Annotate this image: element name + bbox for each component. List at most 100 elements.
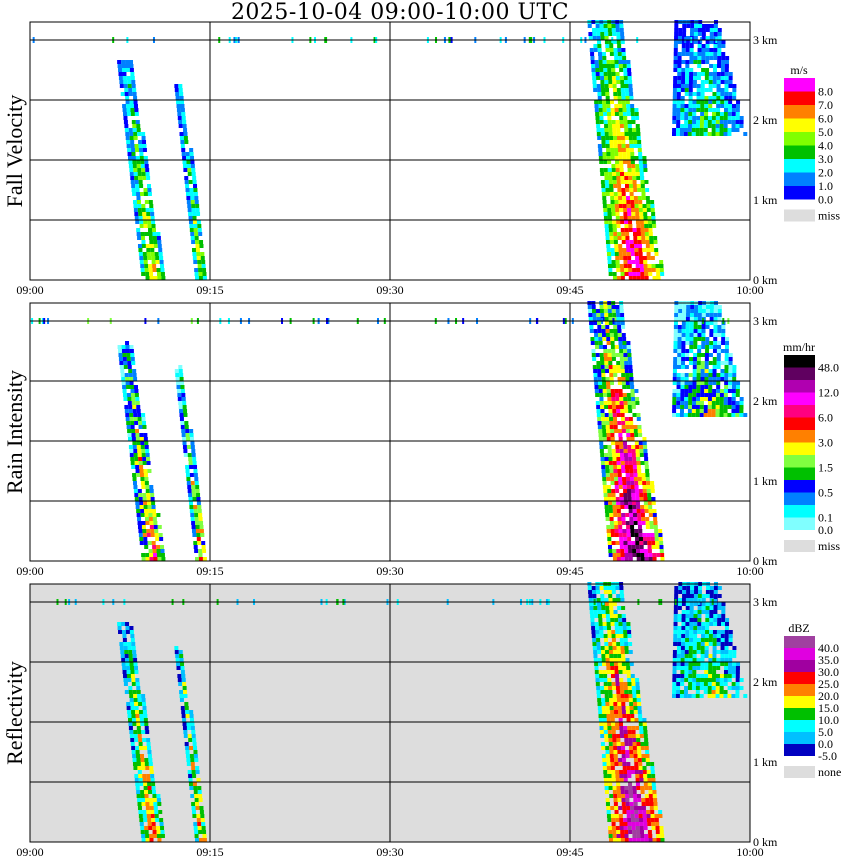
echo-cell bbox=[605, 706, 610, 710]
legend-level: 3.0 bbox=[818, 152, 833, 166]
echo-cell bbox=[135, 220, 140, 224]
x-tick-label: 10:00 bbox=[736, 845, 763, 859]
echo-cell bbox=[594, 381, 599, 385]
echo-cell bbox=[636, 690, 641, 694]
echo-cell bbox=[140, 826, 145, 830]
echo-cell bbox=[603, 216, 608, 220]
echo-cell bbox=[611, 634, 616, 638]
echo-cell bbox=[636, 232, 641, 236]
echo-cell bbox=[142, 710, 147, 714]
echo-cell bbox=[630, 108, 635, 112]
echo-cell bbox=[626, 196, 631, 200]
echo-cell bbox=[636, 268, 641, 272]
echo-cell bbox=[194, 798, 199, 802]
echo-cell bbox=[731, 112, 736, 116]
echo-cell bbox=[184, 702, 189, 706]
echo-cell bbox=[622, 762, 627, 766]
echo-cell bbox=[724, 64, 729, 68]
echo-cell bbox=[129, 658, 134, 662]
echo-cell bbox=[617, 606, 622, 610]
echo-cell bbox=[641, 798, 646, 802]
echo-cell bbox=[608, 650, 613, 654]
echo-cell bbox=[697, 325, 702, 329]
echo-cell bbox=[724, 666, 729, 670]
echo-cell bbox=[611, 722, 616, 726]
echo-cell bbox=[612, 405, 617, 409]
echo-cell bbox=[134, 493, 139, 497]
echo-cell bbox=[688, 124, 693, 128]
echo-cell bbox=[609, 144, 614, 148]
echo-cell bbox=[647, 545, 652, 549]
echo-cell bbox=[673, 60, 678, 64]
echo-cell bbox=[645, 188, 650, 192]
echo-cell bbox=[160, 268, 165, 272]
echo-cell bbox=[696, 385, 701, 389]
echo-cell bbox=[708, 393, 713, 397]
echo-cell bbox=[631, 686, 636, 690]
echo-cell bbox=[695, 413, 700, 417]
echo-cell bbox=[620, 690, 625, 694]
echo-cell bbox=[197, 260, 202, 264]
echo-cell bbox=[619, 449, 624, 453]
echo-cell bbox=[608, 361, 613, 365]
echo-cell bbox=[623, 638, 628, 642]
echo-cell bbox=[189, 746, 194, 750]
echo-cell bbox=[196, 814, 201, 818]
echo-cell bbox=[604, 782, 609, 786]
echo-cell bbox=[188, 493, 193, 497]
echo-cell bbox=[696, 658, 701, 662]
echo-cell bbox=[651, 774, 656, 778]
echo-cell bbox=[698, 305, 703, 309]
echo-cell bbox=[728, 654, 733, 658]
echo-cell bbox=[187, 208, 192, 212]
echo-cell bbox=[613, 421, 618, 425]
echo-cell bbox=[136, 473, 141, 477]
echo-cell bbox=[151, 822, 156, 826]
echo-cell bbox=[640, 834, 645, 838]
echo-cell bbox=[692, 377, 697, 381]
echo-cell bbox=[603, 497, 608, 501]
echo-cell bbox=[743, 694, 748, 698]
echo-cell bbox=[138, 529, 143, 533]
echo-cell bbox=[619, 678, 624, 682]
echo-cell bbox=[604, 790, 609, 794]
echo-cell bbox=[133, 453, 138, 457]
echo-cell bbox=[634, 762, 639, 766]
echo-cell bbox=[623, 68, 628, 72]
echo-cell bbox=[618, 481, 623, 485]
echo-cell bbox=[606, 814, 611, 818]
echo-cell bbox=[191, 806, 196, 810]
echo-cell bbox=[598, 52, 603, 56]
echo-cell bbox=[621, 425, 626, 429]
echo-cell bbox=[685, 622, 690, 626]
echo-cell bbox=[700, 108, 705, 112]
echo-cell bbox=[615, 168, 620, 172]
echo-cell bbox=[133, 766, 138, 770]
echo-cell bbox=[735, 682, 740, 686]
echo-cell bbox=[192, 212, 197, 216]
echo-cell bbox=[195, 240, 200, 244]
echo-cell bbox=[695, 690, 700, 694]
echo-cell bbox=[139, 782, 144, 786]
echo-cell bbox=[618, 762, 623, 766]
echo-cell bbox=[602, 385, 607, 389]
legend-missing-label: none bbox=[818, 765, 841, 779]
echo-cell bbox=[612, 180, 617, 184]
echo-cell bbox=[638, 489, 643, 493]
echo-cell bbox=[137, 449, 142, 453]
echo-cell bbox=[735, 128, 740, 132]
echo-cell bbox=[701, 598, 706, 602]
echo-cell bbox=[146, 176, 151, 180]
echo-cell bbox=[152, 232, 157, 236]
echo-cell bbox=[641, 196, 646, 200]
echo-cell bbox=[598, 104, 603, 108]
echo-cell bbox=[601, 425, 606, 429]
echo-cell bbox=[724, 630, 729, 634]
echo-cell bbox=[197, 509, 202, 513]
echo-cell bbox=[642, 718, 647, 722]
echo-cell bbox=[611, 357, 616, 361]
echo-cell bbox=[696, 92, 701, 96]
echo-cell bbox=[711, 116, 716, 120]
echo-cell bbox=[631, 818, 636, 822]
echo-cell bbox=[644, 786, 649, 790]
